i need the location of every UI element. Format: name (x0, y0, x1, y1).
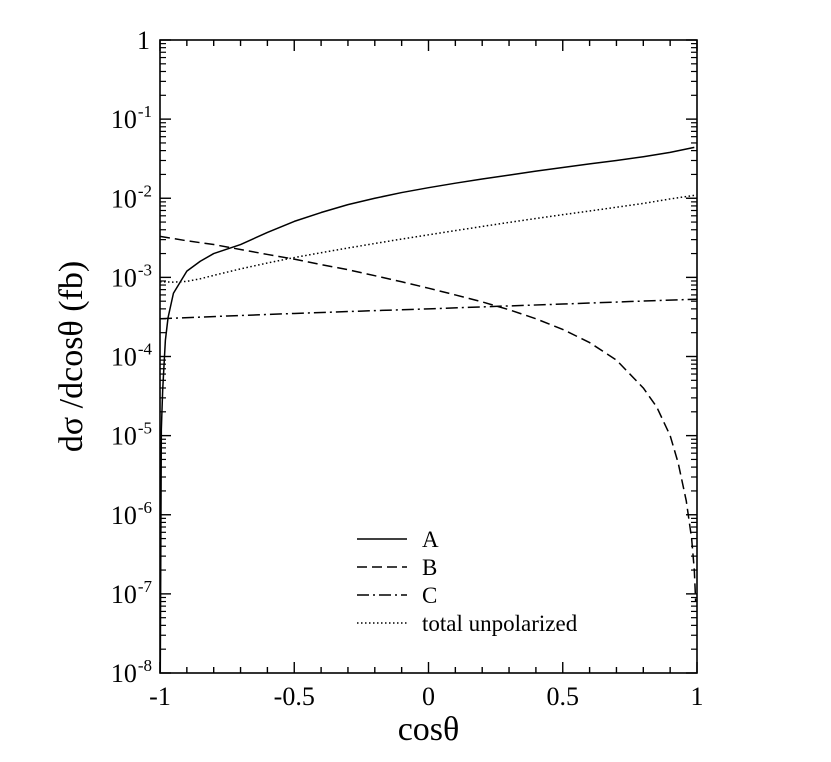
y-tick-base: 10 (111, 659, 137, 688)
y-tick-exponent: -7 (138, 577, 153, 596)
y-tick-exponent: -8 (138, 656, 152, 675)
plot-frame (159, 39, 698, 674)
y-axis-title: dσ /dcosθ (fb) (53, 261, 90, 452)
y-tick-base: 10 (111, 263, 137, 292)
y-tick-exponent: -3 (138, 260, 152, 279)
x-tick-label: 0 (422, 682, 435, 711)
y-tick-base: 1 (137, 26, 150, 55)
legend-label: C (422, 583, 437, 608)
tick-labels: -1 -0.5 0 0.5 11-110-210-310-410-510-610-710… (111, 26, 704, 711)
legend-label: B (422, 555, 437, 580)
y-tick-base: 10 (111, 580, 137, 609)
x-axis-title: cosθ (398, 711, 460, 748)
series-layer (159, 146, 698, 674)
y-tick-exponent: -1 (138, 102, 152, 121)
series-b-line (159, 235, 697, 602)
series-total-unpolarized-line (159, 194, 698, 283)
series-c-line (159, 298, 698, 320)
series-a-line (159, 146, 695, 674)
y-tick-exponent: -6 (138, 498, 152, 517)
y-tick-base: 10 (111, 501, 137, 530)
legend-label: A (422, 527, 439, 552)
y-tick-exponent: -4 (138, 340, 153, 359)
x-tick-label: 0.5 (547, 682, 580, 711)
y-tick-base: 10 (111, 184, 137, 213)
y-tick-base: 10 (111, 343, 137, 372)
axis-ticks (159, 39, 698, 674)
y-tick-base: 10 (111, 422, 137, 451)
x-tick-label: -1 (149, 682, 171, 711)
y-tick-base: 10 (111, 105, 137, 134)
x-tick-label: -0.5 (274, 682, 315, 711)
legend-label: total unpolarized (422, 611, 578, 636)
x-tick-label: 1 (691, 682, 704, 711)
y-tick-exponent: -2 (138, 181, 152, 200)
y-tick-exponent: -5 (138, 419, 152, 438)
